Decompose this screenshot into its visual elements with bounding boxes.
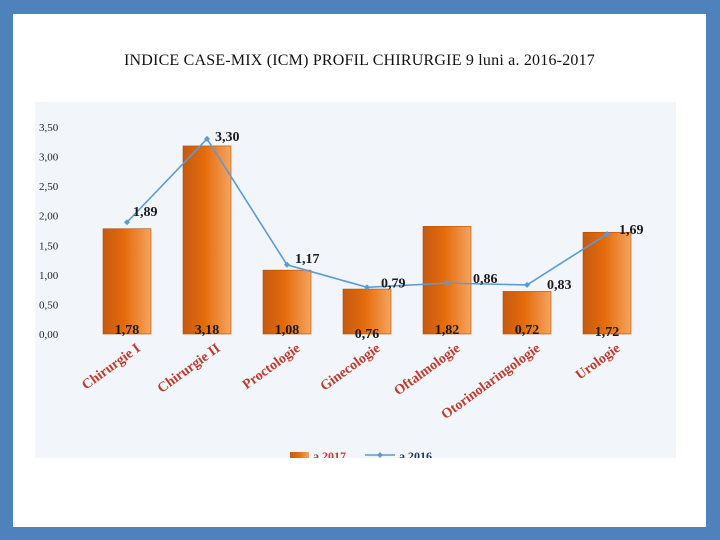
bar-value-label: 0,76 <box>355 327 380 342</box>
y-tick-label: 1,00 <box>39 270 59 282</box>
legend-marker-2016 <box>377 452 383 458</box>
line-value-label: 0,83 <box>547 278 572 293</box>
bar-value-label: 1,78 <box>115 323 140 338</box>
y-tick-label: 0,00 <box>39 329 59 341</box>
page-title: INDICE CASE-MIX (ICM) PROFIL CHIRURGIE 9… <box>124 52 595 69</box>
line-marker-2016 <box>524 281 530 288</box>
legend-swatch-2017 <box>290 452 309 459</box>
line-value-label: 0,79 <box>381 276 406 291</box>
bar-value-label: 1,08 <box>275 323 300 338</box>
legend-label-2016: a.2016 <box>399 449 432 458</box>
line-value-label: 1,89 <box>133 205 158 220</box>
bar-2017 <box>582 231 632 335</box>
y-tick-label: 2,50 <box>39 181 59 193</box>
y-tick-label: 3,50 <box>39 122 59 134</box>
line-value-label: 3,30 <box>215 130 240 145</box>
slide: INDICE CASE-MIX (ICM) PROFIL CHIRURGIE 9… <box>13 14 706 527</box>
line-value-label: 1,69 <box>619 223 644 238</box>
combo-chart: 0,00 0,50 1,00 1,50 2,00 2,50 3,00 3,50 1,78 3,18… <box>35 102 676 463</box>
chart-container: 0,00 0,50 1,00 1,50 2,00 2,50 3,00 3,50 1,78 3,18… <box>35 102 676 463</box>
line-marker-2016 <box>364 284 370 291</box>
bar-value-label: 3,18 <box>195 323 220 338</box>
y-tick-label: 0,50 <box>39 299 59 311</box>
bar-value-label: 1,82 <box>435 323 460 338</box>
y-tick-label: 1,50 <box>39 240 59 252</box>
line-marker-2016 <box>124 219 130 226</box>
line-marker-2016 <box>204 135 210 142</box>
line-value-label: 0,86 <box>473 272 498 287</box>
y-tick-label: 2,00 <box>39 211 59 223</box>
line-value-label: 1,17 <box>295 252 320 267</box>
bar-value-label: 1,72 <box>595 325 620 340</box>
line-marker-2016 <box>444 280 450 287</box>
bar-2017 <box>262 269 312 335</box>
bar-2017 <box>102 228 152 335</box>
legend-label-2017: a.2017 <box>313 449 346 458</box>
bar-value-label: 0,72 <box>515 323 540 338</box>
bar-2017 <box>182 145 232 335</box>
line-marker-2016 <box>604 231 610 238</box>
bar-2017 <box>502 291 552 335</box>
line-marker-2016 <box>284 261 290 268</box>
y-tick-label: 3,00 <box>39 152 59 164</box>
